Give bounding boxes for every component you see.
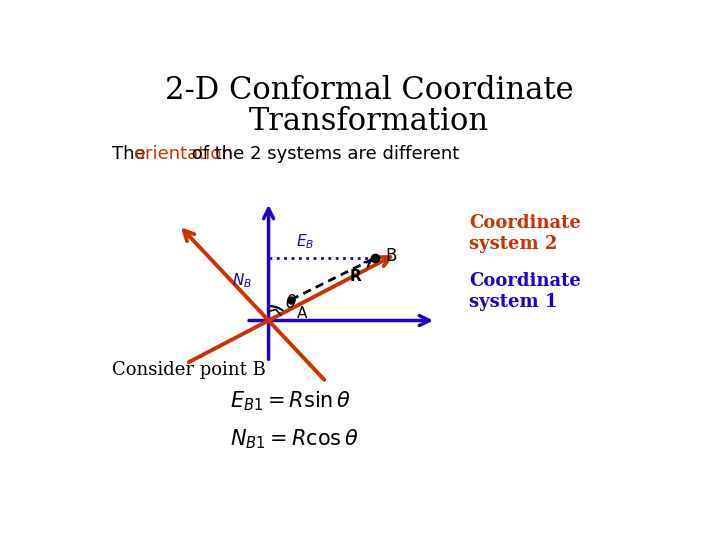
Text: R: R xyxy=(349,269,361,285)
Text: of the 2 systems are different: of the 2 systems are different xyxy=(186,145,459,163)
Text: A: A xyxy=(297,306,307,321)
Text: Coordinate
system 2: Coordinate system 2 xyxy=(469,214,581,253)
Text: $E_B$: $E_B$ xyxy=(296,232,314,251)
Text: Consider point B: Consider point B xyxy=(112,361,266,380)
Text: $N_{B1} = R\cos\theta$: $N_{B1} = R\cos\theta$ xyxy=(230,427,358,451)
Text: The: The xyxy=(112,145,152,163)
Text: $E_{B1} = R\sin\theta$: $E_{B1} = R\sin\theta$ xyxy=(230,390,351,414)
Text: orientation: orientation xyxy=(133,145,233,163)
Text: 2-D Conformal Coordinate: 2-D Conformal Coordinate xyxy=(165,75,573,106)
Text: Transformation: Transformation xyxy=(249,106,489,137)
Text: B: B xyxy=(386,247,397,265)
Text: $N_B$: $N_B$ xyxy=(232,272,252,291)
Text: Coordinate
system 1: Coordinate system 1 xyxy=(469,272,581,311)
Text: $\theta$: $\theta$ xyxy=(285,294,297,312)
